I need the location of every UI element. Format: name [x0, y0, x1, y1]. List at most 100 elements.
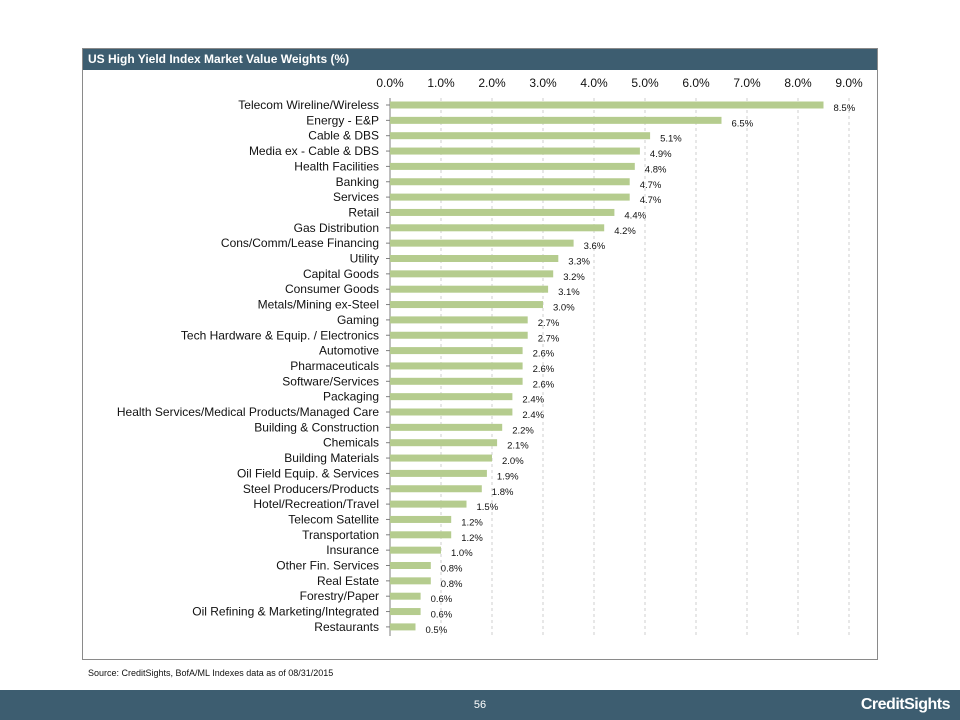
category-label: Services [333, 190, 379, 204]
category-label: Real Estate [317, 574, 379, 588]
category-label: Telecom Satellite [288, 512, 379, 526]
data-label: 2.7% [538, 333, 560, 344]
category-label: Other Fin. Services [276, 559, 379, 573]
data-label: 3.3% [568, 257, 590, 268]
bar [390, 531, 452, 539]
bar [390, 162, 635, 170]
bar [390, 423, 503, 431]
bar [390, 623, 416, 631]
data-label: 1.2% [461, 517, 483, 528]
data-label: 0.8% [441, 579, 463, 590]
footer-bar: 56 CreditSights [0, 690, 960, 720]
bar [390, 454, 492, 462]
bar [390, 515, 452, 523]
data-label: 2.4% [522, 395, 544, 406]
x-tick-label: 4.0% [580, 76, 608, 90]
page-number: 56 [473, 699, 487, 711]
bar [390, 208, 615, 216]
category-label: Health Facilities [294, 159, 379, 173]
category-label: Oil Field Equip. & Services [237, 466, 379, 480]
data-label: 3.2% [563, 272, 585, 283]
bar [390, 469, 487, 477]
bar [390, 193, 630, 201]
data-label: 1.5% [477, 502, 499, 513]
category-label: Metals/Mining ex-Steel [258, 298, 379, 312]
category-label: Cable & DBS [308, 129, 379, 143]
chart-title: US High Yield Index Market Value Weights… [83, 49, 877, 70]
category-label: Consumer Goods [285, 282, 379, 296]
data-label: 8.5% [834, 103, 856, 114]
data-label: 2.0% [502, 456, 524, 467]
bar [390, 439, 498, 447]
category-label: Automotive [319, 344, 379, 358]
category-label: Energy - E&P [306, 113, 379, 127]
category-label: Pharmaceuticals [290, 359, 379, 373]
category-label: Health Services/Medical Products/Managed… [117, 405, 379, 419]
bar [390, 562, 431, 569]
bar [390, 577, 431, 585]
bar [390, 270, 554, 278]
bar [390, 316, 528, 324]
bar [390, 485, 482, 493]
data-label: 4.7% [640, 180, 662, 191]
category-label: Retail [348, 205, 379, 219]
category-label: Packaging [323, 390, 379, 404]
category-label: Hotel/Recreation/Travel [253, 497, 379, 511]
category-label: Media ex - Cable & DBS [249, 144, 379, 158]
data-label: 2.1% [507, 441, 529, 452]
data-label: 2.4% [522, 410, 544, 421]
data-label: 1.8% [492, 487, 514, 498]
bar [390, 347, 523, 355]
category-label: Gas Distribution [294, 221, 379, 235]
x-tick-label: 5.0% [631, 76, 659, 90]
bar-chart: 0.0% 1.0% 2.0% 3.0% 4.0% 5.0% 6.0% 7.0% 8.0% 9.0%… [117, 76, 863, 636]
data-label: 4.9% [650, 149, 672, 160]
category-label: Insurance [326, 543, 379, 557]
x-tick-label: 7.0% [733, 76, 761, 90]
bar [390, 224, 605, 232]
data-label: 2.6% [533, 379, 555, 390]
bar [390, 301, 543, 309]
bar [390, 377, 523, 385]
bar [390, 285, 549, 293]
bar [390, 608, 421, 616]
data-label: 4.2% [614, 226, 636, 237]
x-tick-label: 3.0% [529, 76, 557, 90]
category-label: Banking [336, 175, 379, 189]
bar [390, 178, 630, 186]
data-label: 0.5% [426, 625, 448, 636]
x-tick-label: 1.0% [427, 76, 455, 90]
bar [390, 239, 574, 247]
category-label: Building Materials [284, 451, 379, 465]
data-label: 0.6% [431, 594, 453, 605]
category-label: Chemicals [323, 436, 379, 450]
bar [390, 147, 640, 155]
data-label: 2.6% [533, 349, 555, 360]
category-label: Building & Construction [254, 420, 379, 434]
data-label: 2.7% [538, 318, 560, 329]
category-label: Telecom Wireline/Wireless [238, 98, 379, 112]
bar [390, 132, 651, 140]
category-label: Cons/Comm/Lease Financing [221, 236, 379, 250]
bar [390, 500, 467, 508]
source-note: Source: CreditSights, BofA/ML Indexes da… [88, 668, 334, 678]
data-label: 1.9% [497, 471, 519, 482]
category-label: Transportation [302, 528, 379, 542]
data-label: 2.2% [512, 425, 534, 436]
category-label: Capital Goods [303, 267, 379, 281]
data-label: 6.5% [732, 118, 754, 129]
data-label: 3.1% [558, 287, 580, 298]
data-label: 3.0% [553, 303, 575, 314]
category-label: Utility [350, 252, 379, 266]
data-label: 5.1% [660, 134, 682, 145]
category-label: Gaming [337, 313, 379, 327]
category-label: Forestry/Paper [300, 589, 379, 603]
brand-logo: CreditSights [860, 696, 951, 713]
bar [390, 546, 441, 554]
bar [390, 393, 513, 401]
data-label: 2.6% [533, 364, 555, 375]
category-label: Oil Refining & Marketing/Integrated [192, 605, 379, 619]
data-label: 3.6% [584, 241, 606, 252]
x-tick-label: 6.0% [682, 76, 710, 90]
category-label: Tech Hardware & Equip. / Electronics [181, 328, 379, 342]
